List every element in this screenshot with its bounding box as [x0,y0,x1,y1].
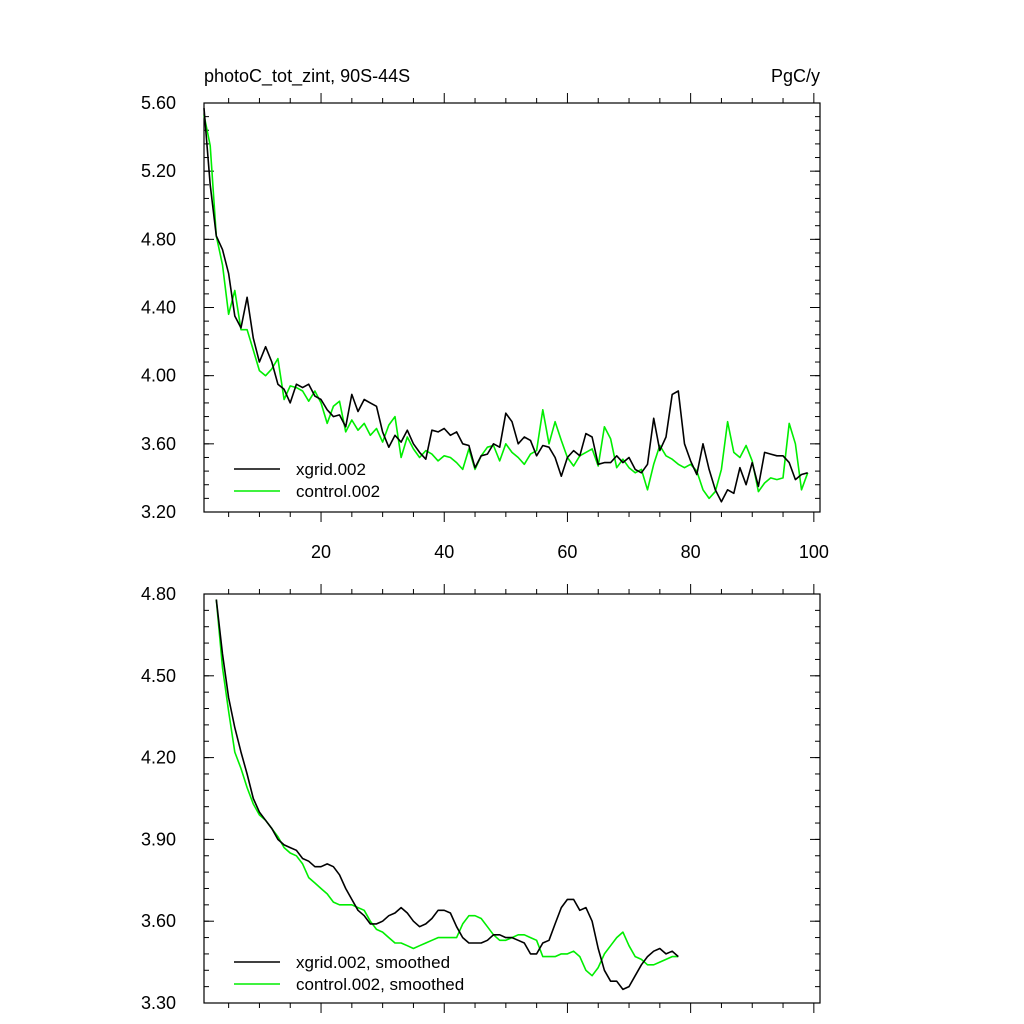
series-line-xgrid-002 [215,599,679,991]
series-line-control-002 [215,599,679,977]
legend-label: control.002, smoothed [296,975,464,994]
x-tick-label: 20 [311,542,331,562]
y-tick-label: 4.50 [141,666,176,686]
x-tick-label: 100 [799,542,829,562]
y-tick-label: 3.90 [141,829,176,849]
y-tick-label: 5.20 [141,161,176,181]
y-tick-label: 3.60 [141,434,176,454]
legend-label: xgrid.002, smoothed [296,953,450,972]
y-tick-label: 3.60 [141,911,176,931]
y-tick-label: 4.80 [141,584,176,604]
legend-label: xgrid.002 [296,460,366,479]
units-label: PgC/y [771,66,820,86]
top-panel: 5.60 5.20 4.80 4.40 4.00 3.60 3.20 20 40 60 80 100 x… [141,93,829,562]
legend-label: control.002 [296,482,380,501]
chart-title: photoC_tot_zint, 90S-44S [204,66,410,87]
y-tick-label: 4.40 [141,298,176,318]
y-tick-label: 4.00 [141,366,176,386]
series-line-xgrid-002 [203,108,808,503]
series-line-control-002 [203,114,809,500]
y-tick-label: 5.60 [141,93,176,113]
x-tick-label: 60 [557,542,577,562]
plot-frame [203,593,821,1004]
y-tick-label: 3.30 [141,993,176,1013]
y-tick-label: 3.20 [141,502,176,522]
x-tick-label: 80 [681,542,701,562]
y-tick-label: 4.80 [141,229,176,249]
y-tick-label: 4.20 [141,748,176,768]
plot-frame [203,102,821,513]
bottom-panel: 4.80 4.50 4.20 3.90 3.60 3.30 xgrid.002, smoot… [141,584,821,1013]
x-tick-label: 40 [434,542,454,562]
